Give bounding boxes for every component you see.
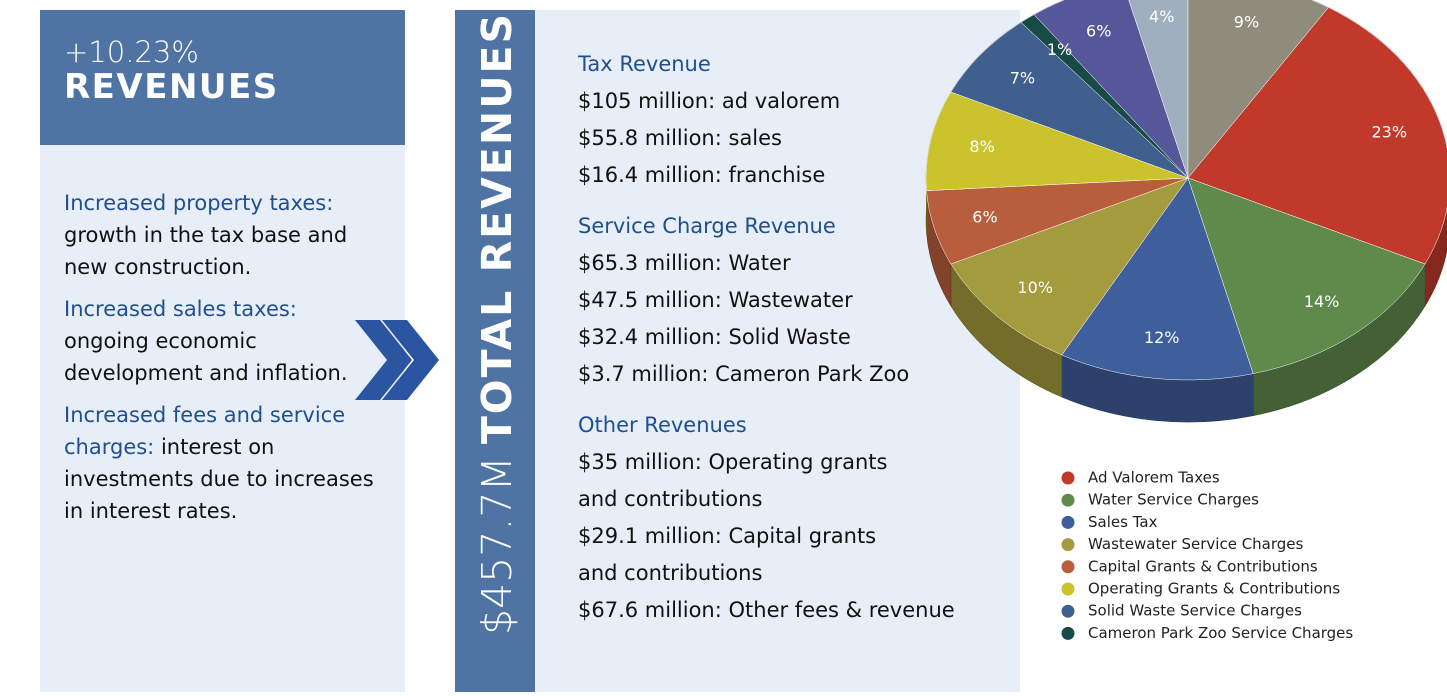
reason: Increased property taxes: growth in the …	[64, 187, 385, 283]
section-line: and contributions	[578, 561, 763, 585]
pie-labels: 23% 14% 12% 10% 6% 8% 7% 1% 6% 4% 9%	[969, 7, 1407, 347]
section-heading: Service Charge Revenue	[578, 214, 836, 238]
slice	[950, 22, 1189, 179]
section-line: $3.7 million: Cameron Park Zoo	[578, 362, 910, 386]
section-line: and contributions	[578, 487, 763, 511]
legend-label: Water Service Charges	[1088, 491, 1259, 509]
reason-label: Increased fees and service charges:	[64, 403, 346, 459]
slice-label: 6%	[972, 208, 997, 227]
section-line: $47.5 million: Wastewater	[578, 288, 853, 312]
chevron	[355, 320, 439, 400]
total: $457.7M	[473, 456, 521, 635]
slice-label: 1%	[1047, 40, 1072, 59]
slice-label: 9%	[1234, 12, 1259, 31]
slice	[950, 177, 1189, 356]
section-heading: Other Revenues	[578, 413, 747, 437]
legend-label: Operating Grants & Contributions	[1088, 580, 1340, 598]
section-line: $35 million: Operating grants	[578, 450, 888, 474]
reason-label: Increased property taxes:	[64, 191, 334, 215]
slice	[1033, 0, 1189, 179]
slice-label: 4%	[1149, 7, 1174, 26]
slice	[1128, 0, 1189, 179]
legend-swatch	[1061, 582, 1075, 596]
legend-swatch	[1061, 604, 1075, 618]
slice	[1187, 177, 1426, 374]
reason: Increased fees and service charges: inte…	[64, 399, 385, 527]
section-line: $32.4 million: Solid Waste	[578, 325, 851, 349]
legend-swatch	[1061, 493, 1075, 507]
left-body: Increased property taxes: growth in the …	[40, 145, 405, 692]
slice	[925, 91, 1189, 191]
legend-label: Wastewater Service Charges	[1088, 535, 1304, 553]
slice-label: 8%	[969, 137, 994, 156]
section-line: $65.3 million: Water	[578, 251, 791, 275]
slice-label: 12%	[1144, 328, 1180, 347]
reason: Increased sales taxes: ongoing economic …	[64, 293, 385, 389]
legend-swatch	[1061, 471, 1075, 485]
pie-top	[925, 0, 1447, 381]
section-line: $16.4 million: franchise	[578, 163, 826, 187]
slice	[1187, 7, 1447, 265]
slice-label: 7%	[1010, 68, 1035, 87]
total-title: TOTAL REVENUES	[473, 12, 521, 444]
slice-label: 10%	[1017, 278, 1053, 297]
slice	[1061, 177, 1254, 381]
left-title: REVENUES	[64, 67, 279, 107]
legend-swatch	[1061, 538, 1075, 552]
legend-swatch	[1061, 515, 1075, 529]
change: +10.23%	[64, 35, 199, 69]
slice-label: 23%	[1371, 122, 1407, 141]
section: Service Charge Revenue $65.3 million: Wat…	[578, 208, 1020, 393]
total-label: $457.7M TOTAL REVENUES	[473, 12, 521, 635]
reason-label: Increased sales taxes:	[64, 297, 297, 321]
left-header: +10.23% REVENUES	[40, 10, 405, 145]
slice	[1187, 0, 1329, 179]
section-line: $55.8 million: sales	[578, 126, 783, 150]
legend-label: Ad Valorem Taxes	[1088, 469, 1220, 487]
section-line: $105 million: ad valorem	[578, 89, 841, 113]
revenue-list: Tax Revenue $105 million: ad valorem $55.8…	[535, 10, 1020, 692]
legend-label: Capital Grants & Contributions	[1088, 557, 1318, 575]
reason-text: growth in the tax base and new construct…	[64, 223, 348, 279]
legend-swatch	[1061, 626, 1075, 640]
section-line: $29.1 million: Capital grants	[578, 524, 877, 548]
total-bar: $457.7M TOTAL REVENUES	[455, 10, 535, 692]
section: Tax Revenue $105 million: ad valorem $55.8…	[578, 46, 1020, 194]
legend-label: Cameron Park Zoo Service Charges	[1088, 624, 1353, 642]
pie-chart: 23% 14% 12% 10% 6% 8% 7% 1% 6% 4% 9% Ad Valorem Tax…	[925, 0, 1447, 642]
reason-text: ongoing economic development and inflati…	[64, 329, 348, 385]
reason-text: interest on investments due to increases…	[64, 435, 374, 523]
section-line: $67.6 million: Other fees & revenue	[578, 598, 955, 622]
legend-label: Sales Tax	[1088, 513, 1158, 531]
slice-label: 14%	[1304, 292, 1340, 311]
legend-label: Solid Waste Service Charges	[1088, 602, 1302, 620]
section-heading: Tax Revenue	[578, 52, 711, 76]
section: Other Revenues $35 million: Operating gra…	[578, 407, 1020, 629]
total-text: $457.7M TOTAL REVENUES	[473, 12, 521, 635]
slice-label: 6%	[1086, 21, 1111, 40]
legend-swatch	[1061, 560, 1075, 574]
